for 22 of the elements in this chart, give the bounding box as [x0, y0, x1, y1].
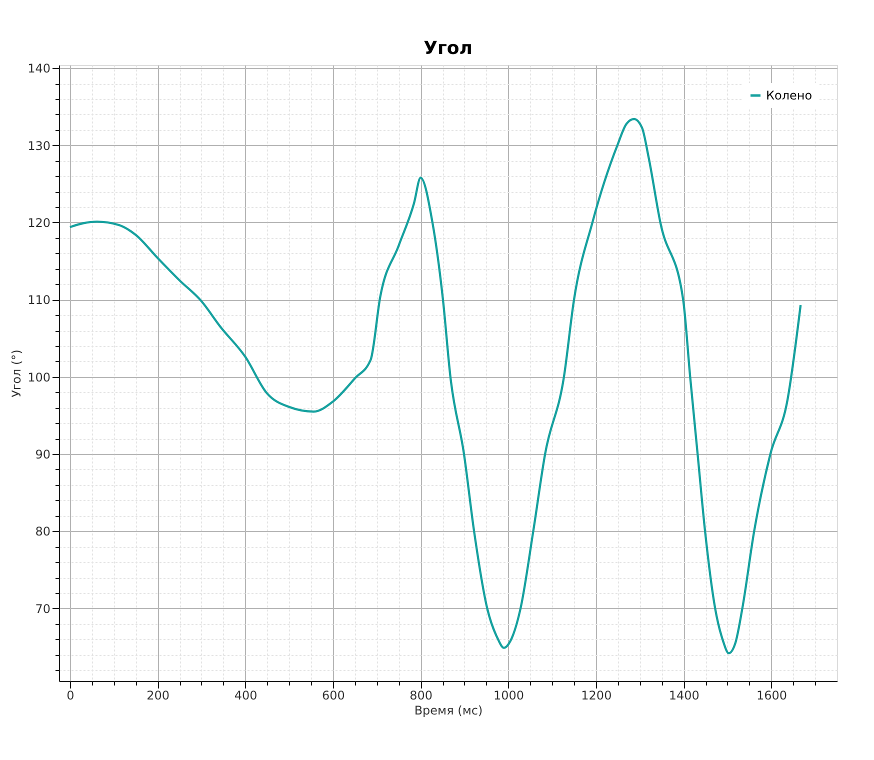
- x-tick-label: 1600: [756, 688, 788, 702]
- x-tick-label: 600: [322, 688, 345, 702]
- x-tick-label: 800: [410, 688, 433, 702]
- x-tick-label: 1200: [581, 688, 612, 702]
- x-tick-label: 0: [66, 688, 74, 702]
- x-axis-title: Время (мс): [414, 704, 483, 718]
- x-tick-label: 1000: [493, 688, 524, 702]
- y-tick-label: 130: [28, 138, 50, 153]
- x-tick-label: 1400: [668, 688, 700, 702]
- x-tick-label: 400: [234, 688, 258, 702]
- y-tick-label: 90: [35, 448, 50, 462]
- y-tick-label: 140: [28, 62, 50, 76]
- legend-label: Колено: [766, 88, 812, 102]
- y-tick-label: 80: [35, 524, 50, 539]
- chart-title: Угол: [424, 38, 472, 60]
- y-tick-label: 100: [28, 370, 50, 384]
- y-axis-title: Угол (°): [10, 350, 24, 398]
- y-tick-label: 120: [28, 216, 50, 230]
- x-tick-label: 200: [146, 688, 170, 702]
- line-series: [68, 118, 802, 654]
- y-tick-label: 110: [28, 293, 50, 308]
- y-tick-label: 70: [35, 602, 50, 616]
